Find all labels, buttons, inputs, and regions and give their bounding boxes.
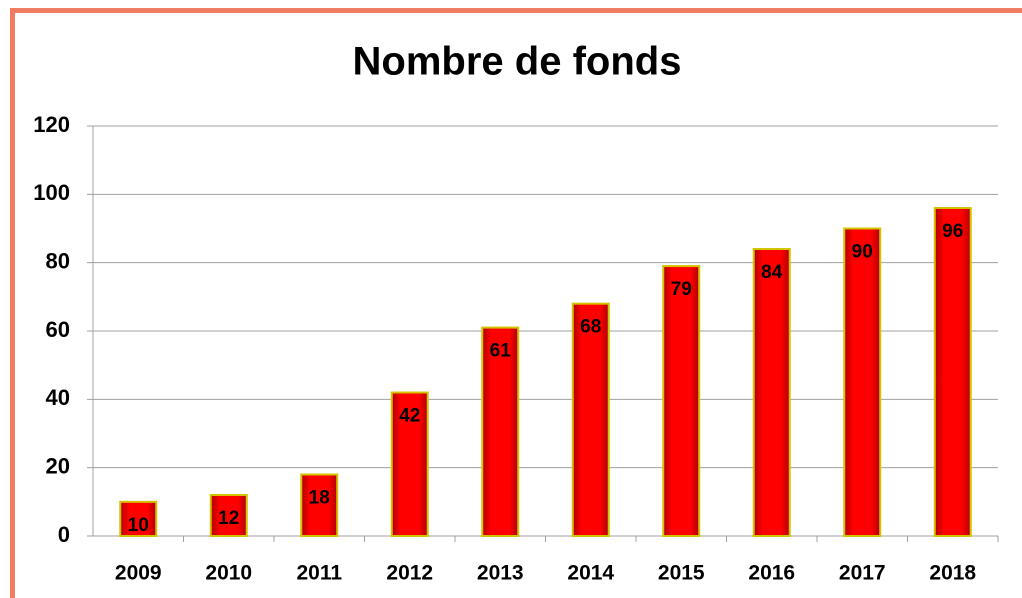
value-label: 79	[671, 279, 692, 300]
value-label: 10	[128, 515, 149, 536]
x-tick-label: 2018	[929, 562, 976, 585]
x-tick-label: 2010	[205, 562, 252, 585]
frame-left	[10, 8, 15, 598]
value-label: 12	[218, 508, 239, 529]
y-tick-label: 0	[58, 522, 70, 547]
bar	[481, 326, 520, 538]
y-tick-label: 40	[46, 385, 70, 410]
x-tick-label: 2012	[386, 562, 433, 585]
y-tick-label: 100	[33, 180, 70, 205]
value-label: 42	[399, 406, 420, 427]
value-label: 18	[309, 488, 330, 509]
bar	[843, 227, 882, 537]
bar	[571, 302, 610, 537]
x-tick-label: 2016	[748, 562, 795, 585]
bar	[752, 248, 791, 537]
y-tick-label: 80	[46, 248, 70, 273]
value-label: 84	[761, 262, 783, 283]
bar	[662, 265, 701, 537]
x-tick-label: 2009	[115, 562, 162, 585]
bar	[300, 473, 339, 537]
y-tick-label: 20	[46, 453, 70, 478]
value-label: 61	[490, 341, 512, 362]
bar	[933, 207, 972, 537]
y-tick-label: 60	[46, 317, 70, 342]
x-tick-label: 2013	[477, 562, 524, 585]
chart-title: Nombre de fonds	[353, 40, 682, 84]
bar	[119, 500, 158, 538]
x-tick-label: 2015	[658, 562, 705, 585]
value-label: 90	[852, 242, 873, 263]
bar	[390, 391, 429, 537]
x-tick-label: 2017	[839, 562, 886, 585]
y-tick-label: 120	[33, 112, 70, 137]
frame-top	[10, 8, 1022, 13]
x-tick-label: 2014	[567, 562, 614, 585]
value-label: 68	[580, 317, 601, 338]
bar	[209, 494, 248, 537]
x-tick-label: 2011	[296, 562, 342, 585]
value-label: 96	[942, 221, 963, 242]
